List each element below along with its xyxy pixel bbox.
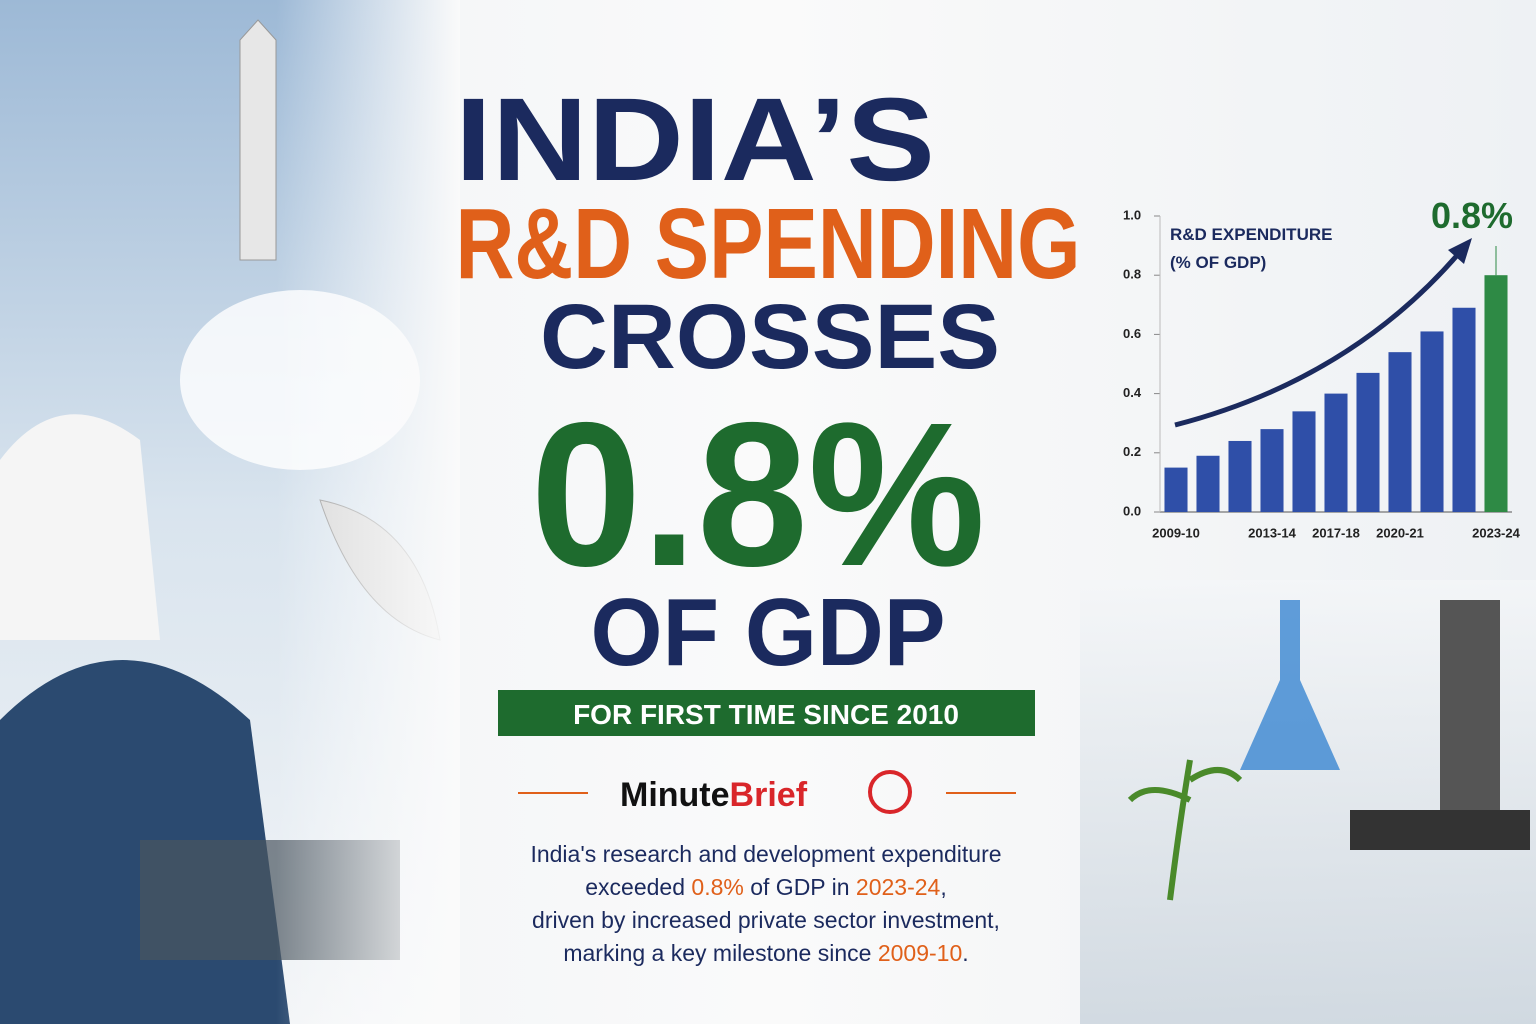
microscope-arm bbox=[1440, 600, 1500, 810]
bar bbox=[1484, 275, 1508, 512]
chart-subtitle: (% OF GDP) bbox=[1170, 253, 1266, 272]
body-text: India's research and development expendi… bbox=[530, 841, 1001, 966]
chart: R&D EXPENDITURE (% OF GDP) 0.0 0.2 0.4 0.6 0… bbox=[1123, 195, 1521, 540]
body-segment: , bbox=[940, 874, 946, 900]
bar bbox=[1452, 307, 1476, 512]
bar bbox=[1260, 429, 1284, 512]
headline-line: CROSSES bbox=[540, 286, 1000, 388]
bar bbox=[1388, 352, 1412, 512]
x-tick-label: 2017-18 bbox=[1312, 525, 1360, 540]
headline-line: OF GDP bbox=[591, 579, 946, 686]
microscope bbox=[1350, 810, 1530, 850]
body-segment: . bbox=[962, 940, 968, 966]
body-segment: India's research and development expendi… bbox=[530, 841, 1001, 867]
bar bbox=[1420, 331, 1444, 512]
bar bbox=[1164, 467, 1188, 512]
body-segment: 2023-24 bbox=[856, 874, 941, 900]
body-segment: marking a key milestone since bbox=[563, 940, 877, 966]
brand-part: Brief bbox=[730, 776, 808, 814]
banner: FOR FIRST TIME SINCE 2010 bbox=[573, 699, 959, 730]
value-label: 0.8% bbox=[1431, 195, 1513, 236]
flask bbox=[1240, 600, 1340, 770]
arrow-head bbox=[1448, 238, 1472, 264]
x-tick-label: 2023-24 bbox=[1472, 525, 1520, 540]
body-segment: of GDP in bbox=[744, 874, 856, 900]
stopwatch-icon bbox=[868, 770, 912, 814]
x-tick-label: 2020-21 bbox=[1376, 525, 1424, 540]
y-tick-label: 0.0 bbox=[1123, 503, 1141, 518]
trend-arrow bbox=[1174, 250, 1462, 428]
y-tick-label: 0.6 bbox=[1123, 326, 1141, 341]
fade bbox=[0, 0, 460, 1024]
body-segment: exceeded bbox=[585, 874, 691, 900]
x-tick-label: 2009-10 bbox=[1152, 525, 1200, 540]
body-segment: 2009-10 bbox=[878, 940, 962, 966]
body-line: India's research and development expendi… bbox=[530, 841, 1001, 867]
bar bbox=[1356, 372, 1380, 512]
y-tick-label: 1.0 bbox=[1123, 207, 1141, 222]
bar bbox=[1228, 440, 1252, 512]
y-tick-label: 0.4 bbox=[1123, 385, 1142, 400]
banner-box bbox=[498, 690, 1035, 736]
headline-figure: 0.8% bbox=[531, 380, 986, 609]
brand-part: Minute bbox=[620, 776, 730, 814]
brand: MinuteBrief bbox=[620, 776, 808, 814]
body-line: marking a key milestone since 2009-10. bbox=[563, 940, 968, 966]
body-segment: 0.8% bbox=[691, 874, 743, 900]
bar bbox=[1196, 455, 1220, 512]
body-line: driven by increased private sector inves… bbox=[532, 907, 1000, 933]
plant bbox=[1127, 759, 1243, 901]
x-tick-label: 2013-14 bbox=[1248, 525, 1296, 540]
headline-line: R&D SPENDING bbox=[456, 188, 1081, 300]
body-line: exceeded 0.8% of GDP in 2023-24, bbox=[585, 874, 946, 900]
bar bbox=[1324, 393, 1348, 512]
headline-line: INDIA’S bbox=[455, 74, 935, 206]
y-tick-label: 0.2 bbox=[1123, 444, 1141, 459]
body-segment: driven by increased private sector inves… bbox=[532, 907, 1000, 933]
y-tick-label: 0.8 bbox=[1123, 267, 1141, 282]
chart-title: R&D EXPENDITURE bbox=[1170, 225, 1332, 244]
bar bbox=[1292, 411, 1316, 512]
